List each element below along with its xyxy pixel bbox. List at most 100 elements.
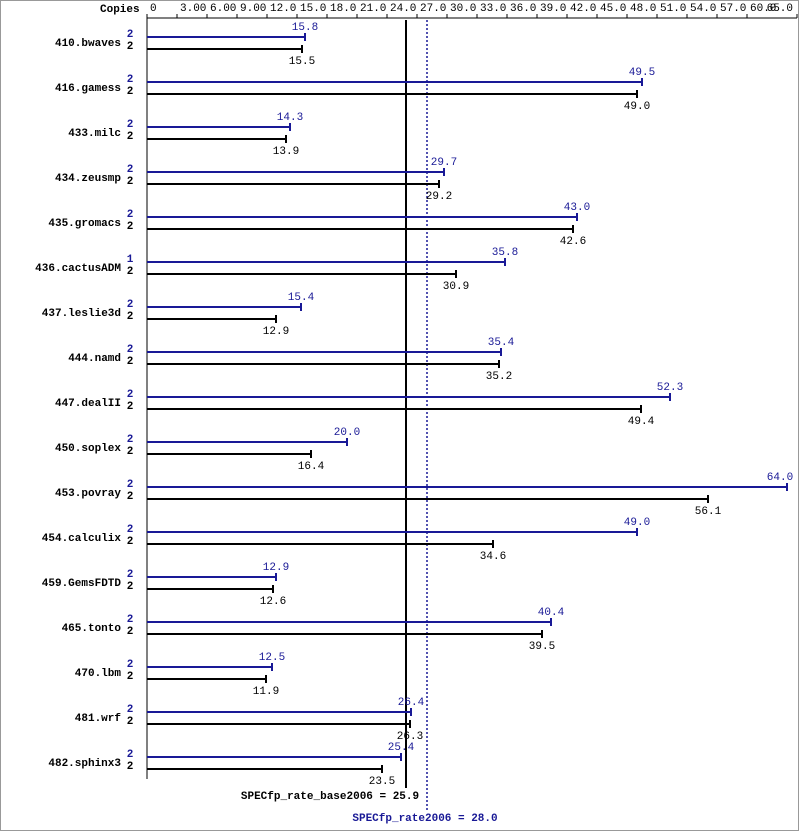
value-label: 43.0 <box>564 202 590 214</box>
value-label: 15.4 <box>288 292 315 304</box>
copies-label: 2 <box>127 344 134 356</box>
category-label: 454.calculix <box>42 533 122 545</box>
x-tick-label: 9.00 <box>240 3 266 15</box>
x-tick-label: 39.0 <box>540 3 566 15</box>
category-label: 434.zeusmp <box>55 173 121 185</box>
x-tick-label: 12.0 <box>270 3 296 15</box>
copies-label: 1 <box>127 254 134 266</box>
copies-label: 2 <box>127 704 134 716</box>
copies-label: 2 <box>127 659 134 671</box>
copies-label: 2 <box>127 479 134 491</box>
category-label: 481.wrf <box>75 713 122 725</box>
category-label: 410.bwaves <box>55 38 121 50</box>
value-label: 30.9 <box>443 281 469 293</box>
category-label: 435.gromacs <box>48 218 121 230</box>
value-label: 49.4 <box>628 416 655 428</box>
value-label: 13.9 <box>273 146 299 158</box>
value-label: 40.4 <box>538 607 565 619</box>
copies-label: 2 <box>127 86 134 98</box>
copies-label: 2 <box>127 614 134 626</box>
x-tick-label: 51.0 <box>660 3 686 15</box>
reference-label: SPECfp_rate2006 = 28.0 <box>352 813 497 825</box>
copies-label: 2 <box>127 581 134 593</box>
x-tick-label: 57.0 <box>720 3 746 15</box>
value-label: 25.4 <box>388 742 415 754</box>
copies-label: 2 <box>127 446 134 458</box>
category-label: 444.namd <box>68 353 121 365</box>
x-tick-label: 24.0 <box>390 3 416 15</box>
x-tick-label: 0 <box>150 3 157 15</box>
copies-label: 2 <box>127 389 134 401</box>
value-label: 49.5 <box>629 67 655 79</box>
category-label: 453.povray <box>55 488 121 500</box>
copies-label: 2 <box>127 401 134 413</box>
x-tick-label: 3.00 <box>180 3 206 15</box>
copies-label: 2 <box>127 29 134 41</box>
value-label: 23.5 <box>369 776 395 788</box>
copies-label: 2 <box>127 164 134 176</box>
value-label: 15.8 <box>292 22 318 34</box>
category-label: 437.leslie3d <box>42 308 121 320</box>
x-tick-label: 36.0 <box>510 3 536 15</box>
x-tick-label: 33.0 <box>480 3 506 15</box>
x-tick-label: 48.0 <box>630 3 656 15</box>
copies-label: 2 <box>127 209 134 221</box>
x-tick-label: 65.0 <box>767 3 793 15</box>
category-label: 459.GemsFDTD <box>42 578 122 590</box>
copies-label: 2 <box>127 491 134 503</box>
copies-label: 2 <box>127 761 134 773</box>
value-label: 11.9 <box>253 686 279 698</box>
copies-label: 2 <box>127 716 134 728</box>
value-label: 12.5 <box>259 652 285 664</box>
value-label: 14.3 <box>277 112 303 124</box>
value-label: 29.7 <box>431 157 457 169</box>
x-tick-label: 6.00 <box>210 3 236 15</box>
x-tick-label: 15.0 <box>300 3 326 15</box>
value-label: 20.0 <box>334 427 360 439</box>
category-label: 450.soplex <box>55 443 121 455</box>
value-label: 35.2 <box>486 371 512 383</box>
value-label: 12.6 <box>260 596 286 608</box>
copies-label: 2 <box>127 311 134 323</box>
copies-label: 2 <box>127 119 134 131</box>
x-tick-label: 42.0 <box>570 3 596 15</box>
category-label: 447.dealII <box>55 398 121 410</box>
value-label: 64.0 <box>767 472 793 484</box>
value-label: 12.9 <box>263 562 289 574</box>
value-label: 49.0 <box>624 101 650 113</box>
value-label: 26.3 <box>397 731 423 743</box>
x-tick-label: 18.0 <box>330 3 356 15</box>
x-tick-label: 30.0 <box>450 3 476 15</box>
value-label: 16.4 <box>298 461 325 473</box>
value-label: 49.0 <box>624 517 650 529</box>
copies-label: 2 <box>127 434 134 446</box>
x-tick-label: 54.0 <box>690 3 716 15</box>
x-tick-label: 27.0 <box>420 3 446 15</box>
value-label: 34.6 <box>480 551 506 563</box>
value-label: 35.8 <box>492 247 518 259</box>
value-label: 12.9 <box>263 326 289 338</box>
copies-label: 2 <box>127 356 134 368</box>
copies-label: 2 <box>127 176 134 188</box>
value-label: 35.4 <box>488 337 515 349</box>
reference-label: SPECfp_rate_base2006 = 25.9 <box>241 791 419 803</box>
value-label: 29.2 <box>426 191 452 203</box>
x-tick-label: 21.0 <box>360 3 386 15</box>
value-label: 52.3 <box>657 382 683 394</box>
x-tick-label: 60.0 <box>750 3 776 15</box>
copies-label: 2 <box>127 221 134 233</box>
copies-label: 2 <box>127 524 134 536</box>
value-label: 15.5 <box>289 56 315 68</box>
category-label: 416.gamess <box>55 83 121 95</box>
copies-label: 2 <box>127 569 134 581</box>
copies-label: 2 <box>127 266 134 278</box>
category-label: 433.milc <box>68 128 121 140</box>
category-label: 436.cactusADM <box>35 263 121 275</box>
copies-label: 2 <box>127 536 134 548</box>
copies-label: 2 <box>127 671 134 683</box>
copies-label: 2 <box>127 626 134 638</box>
value-label: 42.6 <box>560 236 586 248</box>
copies-label: 2 <box>127 299 134 311</box>
